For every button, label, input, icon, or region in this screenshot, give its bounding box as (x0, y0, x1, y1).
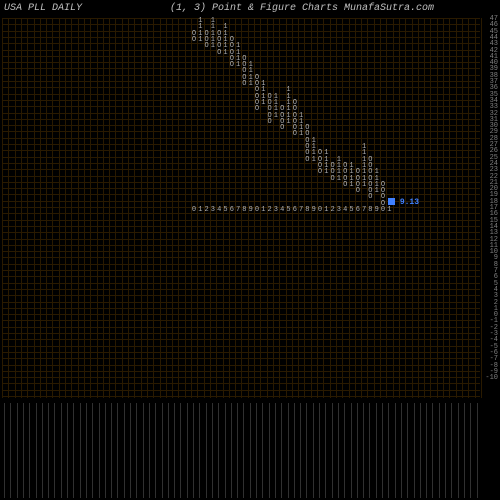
chart-header: USA PLL DAILY (1, 3) Point & Figure Char… (0, 3, 500, 17)
price-marker-icon (388, 198, 395, 205)
ticker-label: USA PLL DAILY (4, 3, 82, 14)
price-value: 9.13 (400, 198, 419, 207)
pnf-chart-area: OO1111OOO11111OOOO11111OOOOO1111OOOOO111… (2, 18, 480, 398)
last-price-marker: 9.13 (388, 198, 419, 207)
y-axis: 4746454443424140393837363534333231302928… (480, 18, 498, 398)
chart-type-label: (1, 3) Point & Figure Charts MunafaSutra… (170, 3, 434, 14)
volume-area (2, 398, 480, 498)
